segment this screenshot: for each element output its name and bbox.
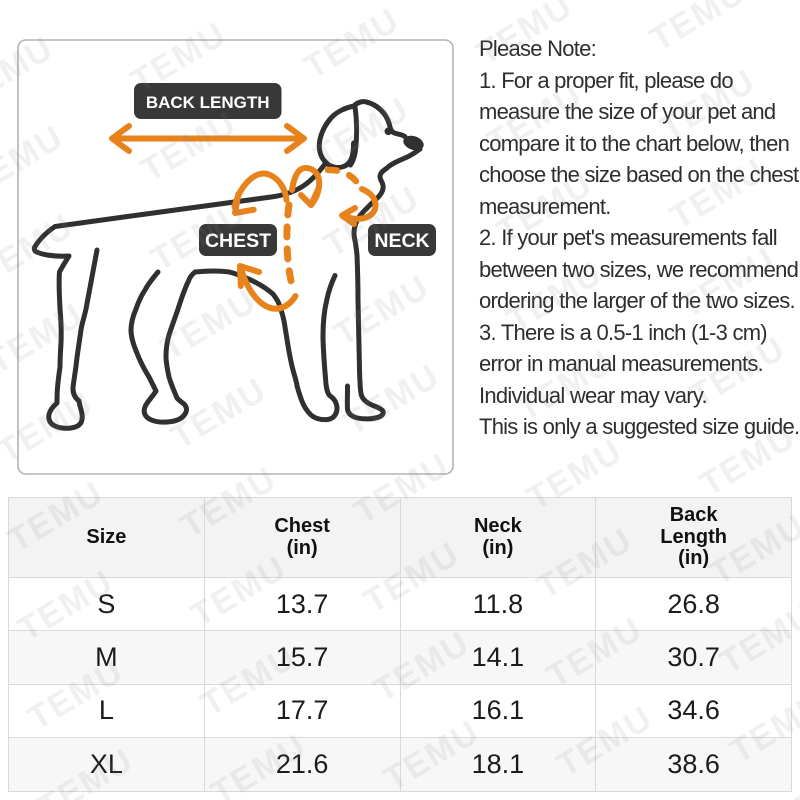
svg-text:TEMU: TEMU xyxy=(0,0,51,26)
svg-text:NECK: NECK xyxy=(374,230,429,252)
svg-text:BACK LENGTH: BACK LENGTH xyxy=(146,93,270,112)
svg-text:TEMU: TEMU xyxy=(115,0,224,12)
svg-text:CHEST: CHEST xyxy=(205,230,271,252)
